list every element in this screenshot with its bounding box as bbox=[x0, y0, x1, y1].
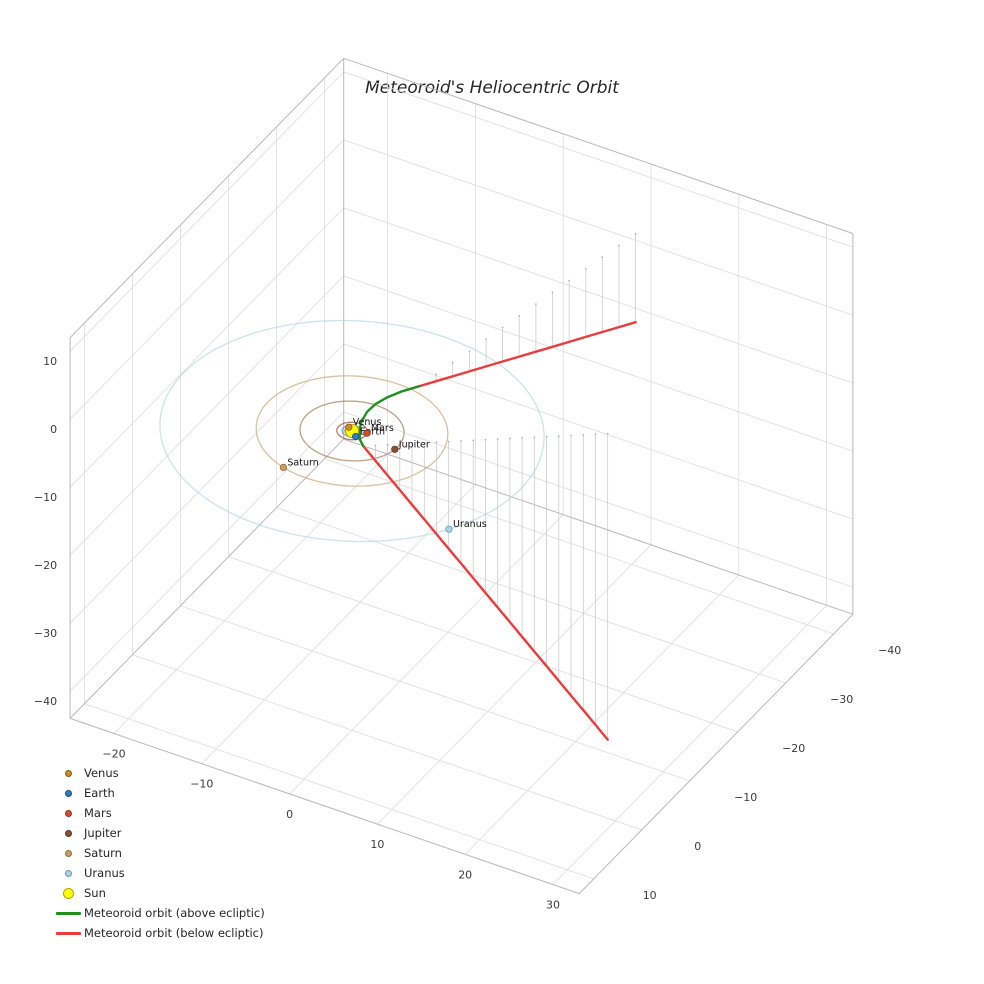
y-tick-label: −20 bbox=[782, 742, 805, 755]
legend-label: Meteoroid orbit (above ecliptic) bbox=[84, 906, 265, 920]
y-tick-label: −10 bbox=[734, 791, 757, 804]
label-uranus: Uranus bbox=[453, 519, 487, 530]
meteoroid-below-outgoing bbox=[362, 444, 609, 741]
x-tick-label: 0 bbox=[286, 808, 293, 821]
meteoroid-above bbox=[357, 384, 421, 448]
marker-saturn bbox=[279, 463, 287, 471]
meteoroid-trajectory bbox=[357, 321, 637, 741]
legend-label: Sun bbox=[84, 886, 106, 900]
marker-mars bbox=[363, 429, 371, 437]
legend-marker-icon bbox=[55, 809, 81, 817]
marker-venus bbox=[345, 423, 353, 431]
legend-label: Earth bbox=[84, 786, 115, 800]
legend-item-saturn: Saturn bbox=[55, 843, 265, 863]
legend-line-icon bbox=[55, 911, 81, 915]
x-tick-label: 20 bbox=[458, 868, 472, 881]
z-tick-label: −40 bbox=[34, 695, 57, 708]
legend-item-meteoroid-orbit-below-ecliptic: Meteoroid orbit (below ecliptic) bbox=[55, 923, 265, 943]
legend-marker-icon bbox=[55, 869, 81, 877]
legend-label: Uranus bbox=[84, 866, 125, 880]
legend-marker-icon bbox=[55, 789, 81, 797]
z-tick-label: −30 bbox=[34, 627, 57, 640]
grid-lines bbox=[69, 71, 854, 885]
z-tick-label: 0 bbox=[50, 423, 57, 436]
label-jupiter: Jupiter bbox=[398, 439, 430, 450]
legend-label: Jupiter bbox=[84, 826, 122, 840]
legend-item-mars: Mars bbox=[55, 803, 265, 823]
x-tick-label: −20 bbox=[102, 748, 125, 761]
legend-label: Meteoroid orbit (below ecliptic) bbox=[84, 926, 264, 940]
y-tick-label: −40 bbox=[878, 644, 901, 657]
legend-item-uranus: Uranus bbox=[55, 863, 265, 883]
legend-item-jupiter: Jupiter bbox=[55, 823, 265, 843]
x-tick-label: −10 bbox=[190, 778, 213, 791]
legend-label: Mars bbox=[84, 806, 112, 820]
y-tick-label: 0 bbox=[694, 840, 701, 853]
label-venus: Venus bbox=[353, 417, 382, 428]
label-saturn: Saturn bbox=[287, 457, 318, 468]
y-tick-label: −30 bbox=[830, 693, 853, 706]
legend-item-sun: Sun bbox=[55, 883, 265, 903]
x-tick-label: 30 bbox=[546, 899, 560, 912]
axes-box-edges bbox=[69, 57, 854, 895]
x-tick-label: 10 bbox=[370, 838, 384, 851]
legend: Venus Earth Mars Jupiter Saturn Uranus Sun Mete… bbox=[55, 763, 265, 943]
ecliptic-stems bbox=[374, 232, 637, 740]
orbit-jupiter bbox=[299, 400, 405, 462]
legend-item-venus: Venus bbox=[55, 763, 265, 783]
z-tick-label: −10 bbox=[34, 491, 57, 504]
legend-marker-icon bbox=[55, 829, 81, 837]
legend-line-icon bbox=[55, 931, 81, 935]
orbit-saturn bbox=[255, 375, 449, 487]
label-earth: Earth bbox=[360, 427, 385, 438]
tick-labels: −20 −10 0 10 20 30 −40 −30 −20 −10 0 10 10 0 −10 −20 −30… bbox=[34, 355, 901, 911]
legend-label: Venus bbox=[84, 766, 119, 780]
marker-jupiter bbox=[391, 445, 399, 453]
z-tick-label: −20 bbox=[34, 559, 57, 572]
marker-uranus bbox=[445, 525, 453, 533]
legend-marker-icon bbox=[55, 769, 81, 777]
orbit-mars bbox=[336, 421, 368, 441]
z-tick-label: 10 bbox=[43, 355, 57, 368]
chart-title: Meteoroid's Heliocentric Orbit bbox=[365, 78, 619, 98]
meteoroid-below-incoming bbox=[418, 321, 637, 388]
legend-item-meteoroid-orbit-above-ecliptic: Meteoroid orbit (above ecliptic) bbox=[55, 903, 265, 923]
label-mars: Mars bbox=[371, 423, 394, 434]
legend-item-earth: Earth bbox=[55, 783, 265, 803]
marker-earth bbox=[351, 432, 360, 441]
orbit-uranus bbox=[159, 319, 545, 543]
legend-marker-icon bbox=[55, 849, 81, 857]
y-tick-label: 10 bbox=[643, 889, 657, 902]
legend-marker-icon bbox=[55, 887, 81, 899]
legend-label: Saturn bbox=[84, 846, 122, 860]
